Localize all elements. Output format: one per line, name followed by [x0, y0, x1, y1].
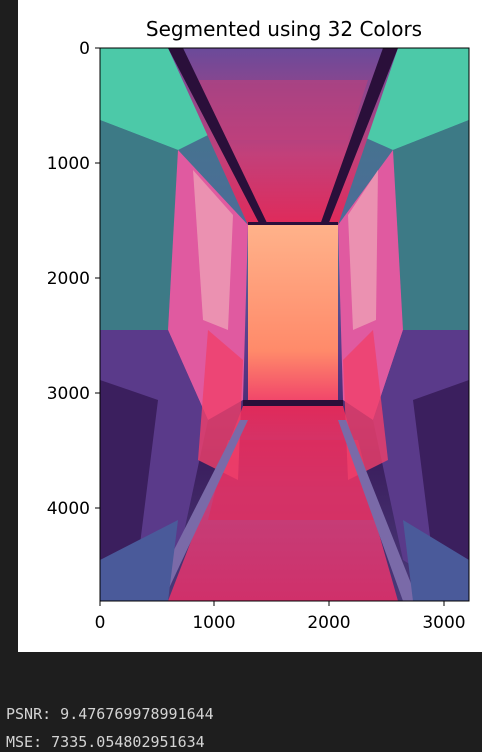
axes-frame [99, 47, 470, 602]
matplotlib-figure: Segmented using 32 Colors [18, 0, 482, 652]
psnr-output: PSNR: 9.476769978991644 [6, 705, 214, 723]
x-tick-label: 3000 [422, 613, 465, 633]
y-tick-label: 3000 [47, 384, 90, 404]
x-tick-label: 0 [95, 613, 106, 633]
y-tick-label: 2000 [47, 269, 90, 289]
y-axis: 0 1000 2000 3000 4000 [47, 39, 100, 519]
plot-canvas: Segmented using 32 Colors [47, 17, 470, 633]
plot-title: Segmented using 32 Colors [146, 17, 422, 41]
segmented-image [100, 48, 469, 601]
y-tick-label: 1000 [47, 154, 90, 174]
mse-output: MSE: 7335.054802951634 [6, 733, 205, 751]
y-tick-label: 0 [79, 39, 90, 59]
x-tick-label: 1000 [192, 613, 235, 633]
y-tick-label: 4000 [47, 499, 90, 519]
x-axis: 0 1000 2000 3000 [95, 601, 466, 633]
x-tick-label: 2000 [307, 613, 350, 633]
